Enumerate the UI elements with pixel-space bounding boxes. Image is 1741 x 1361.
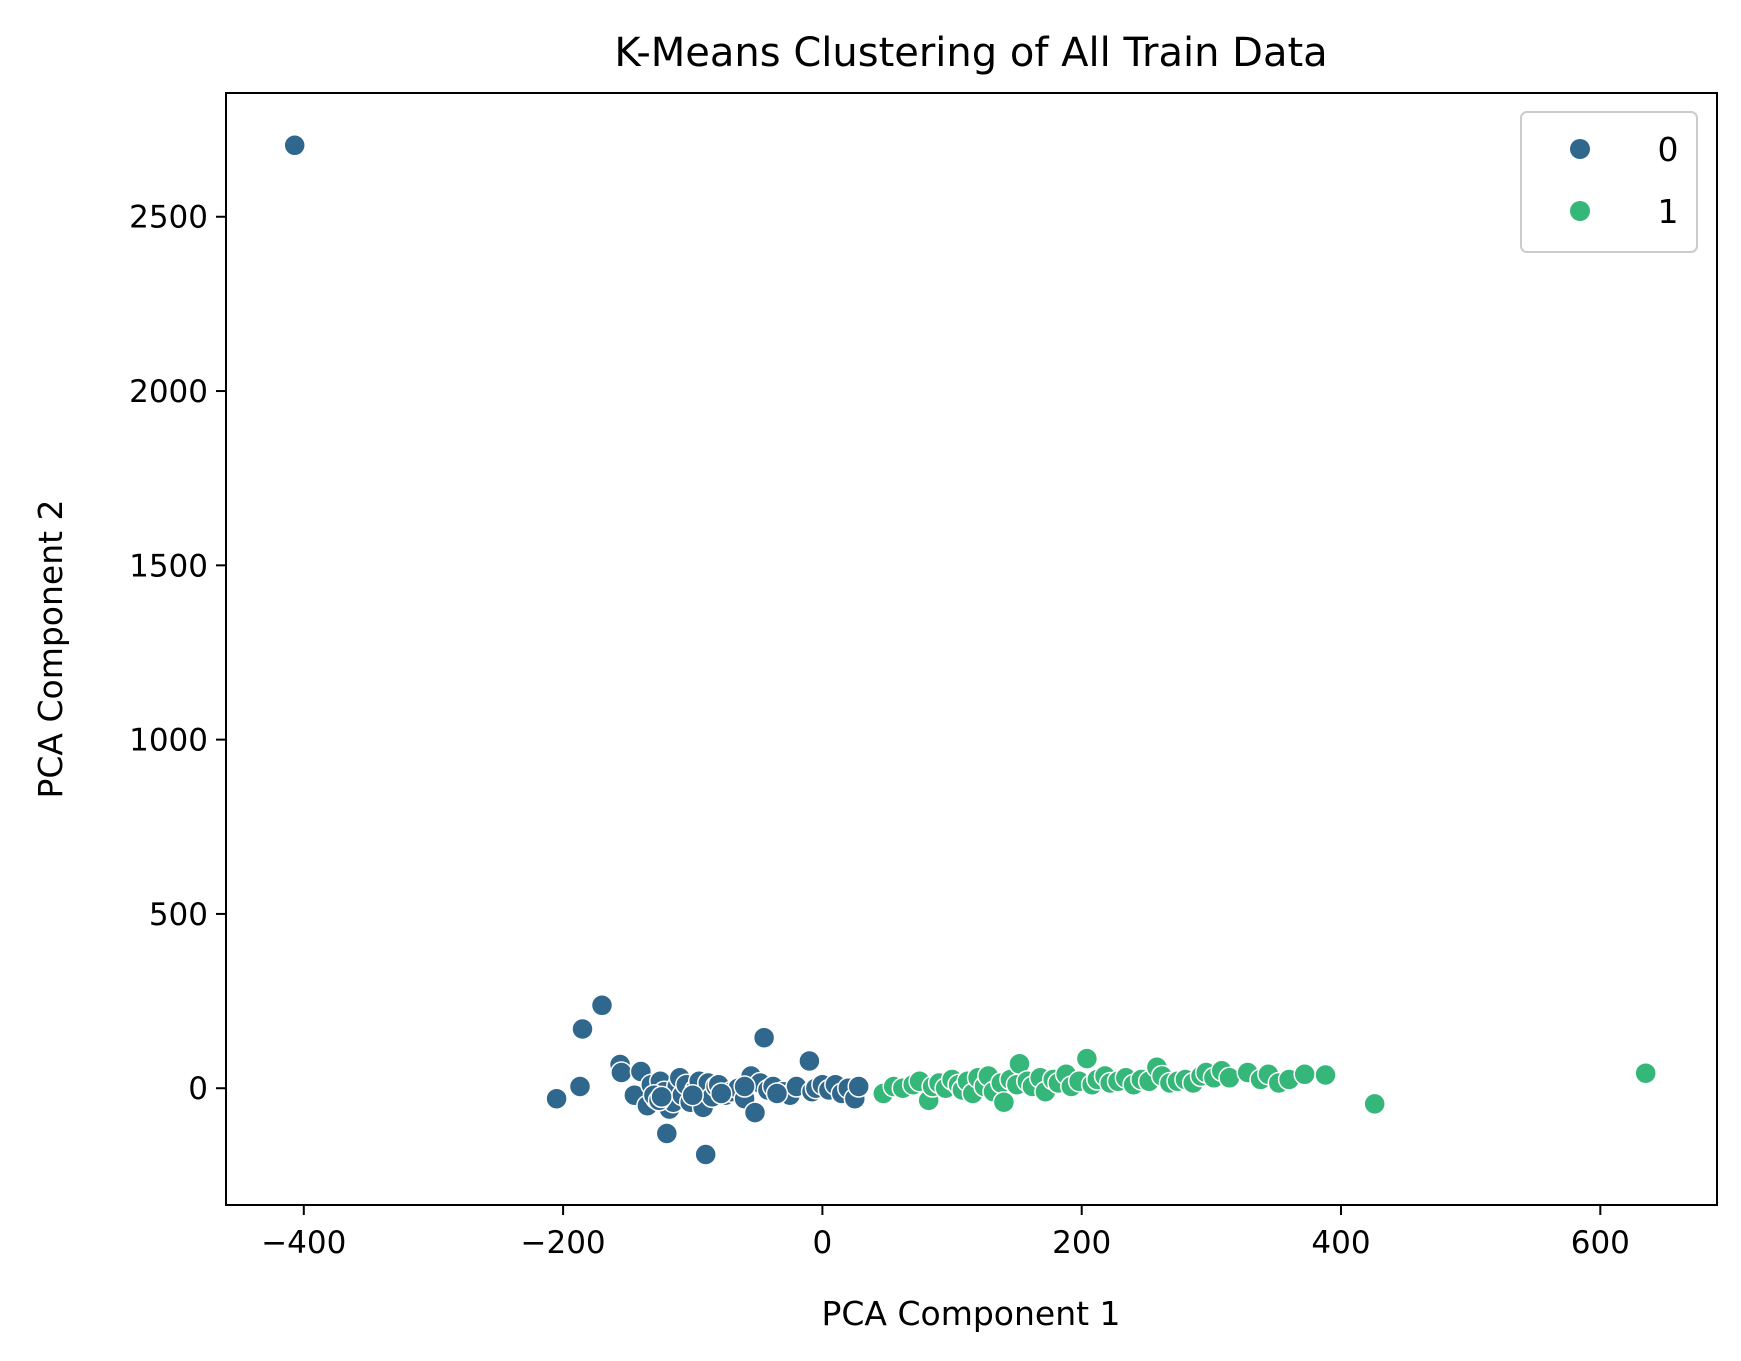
y-axis-label: PCA Component 2 bbox=[31, 499, 70, 798]
data-point-cluster-0 bbox=[847, 1075, 870, 1098]
data-point-cluster-0 bbox=[568, 1075, 592, 1098]
plot-area-frame bbox=[225, 92, 1718, 1206]
data-point-cluster-1 bbox=[1314, 1063, 1337, 1087]
data-point-cluster-1 bbox=[1634, 1061, 1657, 1085]
data-point-cluster-0 bbox=[798, 1049, 821, 1073]
data-point-cluster-0 bbox=[765, 1082, 789, 1105]
data-point-cluster-0 bbox=[743, 1101, 767, 1124]
y-tick-label: 0 bbox=[188, 1071, 208, 1107]
legend-label-1: 1 bbox=[1658, 192, 1679, 231]
data-point-cluster-1 bbox=[1363, 1092, 1386, 1116]
data-point-cluster-1 bbox=[1293, 1063, 1316, 1086]
legend-box bbox=[1520, 111, 1698, 253]
y-tick-label: 2000 bbox=[129, 374, 208, 410]
data-point-cluster-0 bbox=[545, 1087, 568, 1110]
data-point-cluster-0 bbox=[681, 1083, 704, 1107]
x-tick-label: 600 bbox=[1571, 1225, 1630, 1261]
data-point-cluster-0 bbox=[650, 1085, 673, 1109]
x-axis-label: PCA Component 1 bbox=[821, 1294, 1120, 1333]
legend-marker-0 bbox=[1570, 139, 1590, 159]
x-tick-label: −200 bbox=[521, 1225, 606, 1261]
y-tick-label: 1500 bbox=[129, 548, 208, 584]
x-axis: −400 −200 0 200 400 600 bbox=[261, 1205, 1630, 1261]
data-point-cluster-0 bbox=[590, 994, 614, 1017]
data-point-cluster-0 bbox=[655, 1122, 679, 1145]
chart-title: K-Means Clustering of All Train Data bbox=[614, 30, 1327, 76]
data-point-cluster-0 bbox=[733, 1075, 756, 1098]
data-point-cluster-1 bbox=[1075, 1047, 1099, 1070]
y-tick-label: 500 bbox=[149, 897, 208, 933]
data-point-cluster-0 bbox=[694, 1143, 717, 1166]
data-point-cluster-0 bbox=[610, 1061, 633, 1084]
x-tick-label: 200 bbox=[1052, 1225, 1111, 1261]
x-tick-label: −400 bbox=[261, 1225, 346, 1261]
y-axis: 0 500 1000 1500 2000 2500 bbox=[129, 200, 226, 1107]
legend: 0 1 bbox=[1520, 111, 1698, 253]
points-layer bbox=[283, 134, 1657, 1166]
legend-label-0: 0 bbox=[1658, 130, 1679, 169]
y-tick-label: 1000 bbox=[129, 723, 208, 759]
legend-marker-1 bbox=[1570, 201, 1590, 221]
data-point-cluster-0 bbox=[710, 1082, 733, 1105]
y-tick-label: 2500 bbox=[129, 200, 208, 236]
x-tick-label: 0 bbox=[813, 1225, 833, 1261]
data-point-cluster-0 bbox=[752, 1026, 776, 1049]
data-point-cluster-0 bbox=[283, 134, 306, 157]
x-tick-label: 400 bbox=[1311, 1225, 1370, 1261]
data-point-cluster-1 bbox=[992, 1090, 1016, 1114]
data-point-cluster-0 bbox=[571, 1017, 594, 1041]
